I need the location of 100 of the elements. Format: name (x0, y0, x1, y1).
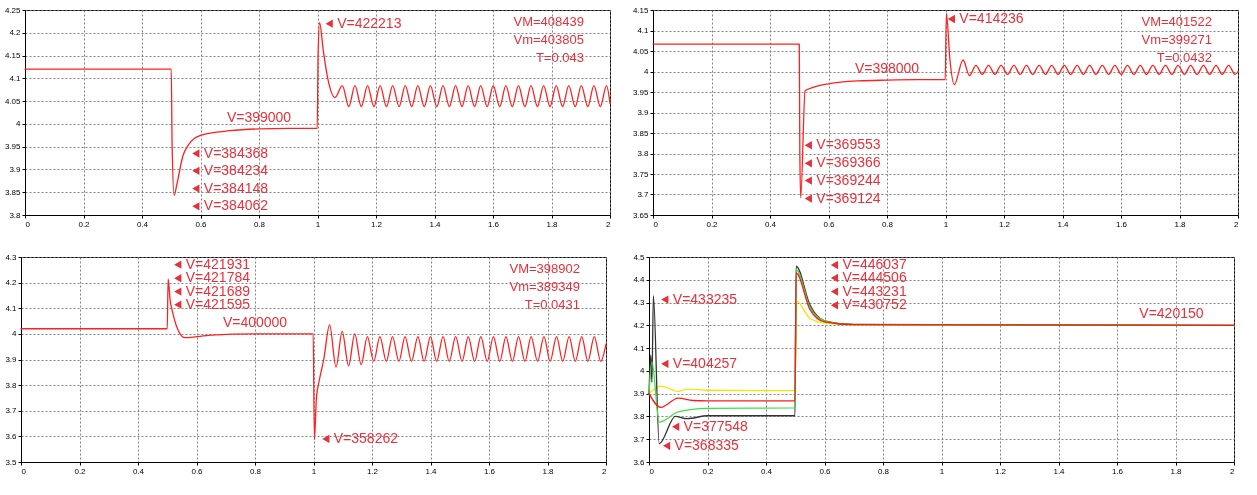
x-tick-label: 0.4 (764, 219, 777, 229)
x-tick-label: 0.8 (881, 219, 894, 229)
y-tick-label: 3.8 (633, 411, 646, 421)
y-tick-label: 4.2 (5, 278, 18, 288)
annotation: V=369124 (816, 189, 881, 206)
annotation: VM=401522 (1141, 14, 1212, 29)
y-tick-label: 4.25 (4, 5, 22, 15)
annotation: V=443231 (842, 282, 907, 299)
annotation: V=384148 (203, 179, 269, 196)
x-tick-label: 1.6 (1111, 466, 1124, 476)
x-tick-label: 1 (939, 466, 945, 476)
x-tick-label: 1.8 (1170, 466, 1183, 476)
y-tick-label: 3.6 (5, 431, 18, 441)
annotation: V=384234 (203, 161, 269, 178)
x-tick-label: 1.6 (483, 466, 496, 476)
annotation: T=0.0432 (1156, 50, 1212, 65)
x-tick-label: 0.6 (819, 466, 832, 476)
annotation: V=377548 (683, 417, 749, 434)
annotation: V=399000 (226, 108, 292, 125)
y-tick-label: 3.8 (9, 210, 22, 220)
x-tick-label: 0.8 (249, 466, 262, 476)
y-tick-label: 4.05 (4, 96, 22, 106)
x-tick-label: 0.4 (132, 466, 145, 476)
y-tick-label: 4.15 (4, 51, 22, 61)
y-tick-label: 3.7 (5, 406, 18, 416)
y-tick-label: 3.7 (637, 190, 650, 199)
y-tick-label: 4 (12, 329, 18, 339)
y-tick-label: 4.05 (632, 46, 650, 56)
y-tick-label: 3.85 (632, 128, 650, 138)
y-tick-label: 4 (16, 119, 22, 129)
x-tick-label: 0.2 (78, 219, 91, 229)
x-tick-label: 1.4 (429, 219, 442, 229)
x-tick-label: 1.8 (542, 466, 555, 476)
y-tick-label: 4.1 (633, 343, 646, 353)
y-tick-label: 3.9 (637, 108, 650, 117)
y-tick-label: 3.95 (632, 87, 650, 97)
y-tick-label: 3.65 (632, 210, 650, 220)
x-tick-label: 1 (311, 466, 317, 476)
annotation: V=384368 (203, 144, 269, 161)
x-tick-label: 0.6 (823, 219, 836, 229)
y-tick-label: 3.9 (9, 164, 22, 174)
x-tick-label: 1.8 (546, 219, 559, 229)
annotation: V=421931 (185, 255, 251, 272)
x-tick-label: 0.8 (877, 466, 890, 476)
x-tick-label: 0.4 (760, 466, 773, 476)
y-tick-label: 3.6 (633, 457, 646, 467)
y-tick-label: 3.7 (633, 434, 646, 444)
annotation: Vm=399271 (1141, 32, 1212, 47)
annotation: V=414236 (959, 10, 1024, 27)
x-tick-label: 1.8 (1174, 219, 1187, 229)
x-tick-label: 1.2 (370, 219, 383, 229)
y-tick-label: 3.95 (4, 142, 22, 152)
annotation: V=433235 (672, 290, 738, 307)
x-tick-label: 1.2 (994, 466, 1007, 476)
x-tick-label: 1.4 (425, 466, 438, 476)
annotation: V=422213 (337, 14, 402, 31)
y-tick-label: 3.8 (5, 380, 18, 390)
x-tick-label: 0 (653, 219, 659, 229)
x-tick-label: 1 (943, 219, 949, 229)
annotation: V=369244 (816, 171, 881, 188)
x-tick-label: 0 (21, 466, 27, 476)
annotation: V=368335 (674, 436, 739, 453)
y-tick-label: 4.1 (9, 73, 22, 83)
x-tick-label: 0.4 (136, 219, 149, 229)
annotation: Vm=389349 (509, 279, 580, 294)
annotation: V=420150 (1139, 305, 1204, 322)
annotation: VM=398902 (509, 261, 580, 276)
x-tick-label: 1.6 (1115, 219, 1128, 229)
x-tick-label: 0 (649, 466, 655, 476)
x-tick-label: 0.8 (253, 219, 266, 229)
annotation: T=0.043 (535, 50, 584, 65)
y-tick-label: 4.2 (633, 320, 646, 330)
x-tick-label: 0.2 (74, 466, 87, 476)
x-tick-label: 1.4 (1057, 219, 1070, 229)
annotation: V=404257 (672, 354, 738, 371)
y-tick-label: 4.3 (633, 298, 646, 308)
annotation: T=0.0431 (524, 297, 580, 312)
y-tick-label: 3.8 (637, 149, 650, 158)
y-tick-label: 4.1 (5, 303, 18, 313)
y-tick-label: 4.3 (5, 252, 18, 262)
x-tick-label: 1.2 (366, 466, 379, 476)
y-tick-label: 3.85 (4, 187, 22, 197)
y-tick-label: 4.15 (632, 5, 650, 15)
annotation: V=369366 (816, 154, 881, 171)
x-tick-label: 0.2 (706, 219, 719, 229)
annotation: V=369553 (816, 136, 881, 153)
x-tick-label: 2 (1234, 219, 1240, 229)
y-tick-label: 4 (640, 366, 646, 376)
annotation: V=398000 (854, 60, 920, 77)
annotation: Vm=403805 (513, 32, 584, 47)
y-tick-label: 4.4 (633, 275, 646, 285)
x-tick-label: 1.2 (998, 219, 1011, 229)
annotation: VM=408439 (513, 14, 584, 29)
x-tick-label: 0.6 (191, 466, 204, 476)
y-tick-label: 4.5 (633, 252, 646, 262)
y-tick-label: 3.9 (633, 389, 646, 399)
x-tick-label: 1.4 (1053, 466, 1066, 476)
x-tick-label: 1.6 (487, 219, 500, 229)
y-tick-label: 4.2 (9, 28, 22, 38)
x-tick-label: 2 (1230, 466, 1236, 476)
